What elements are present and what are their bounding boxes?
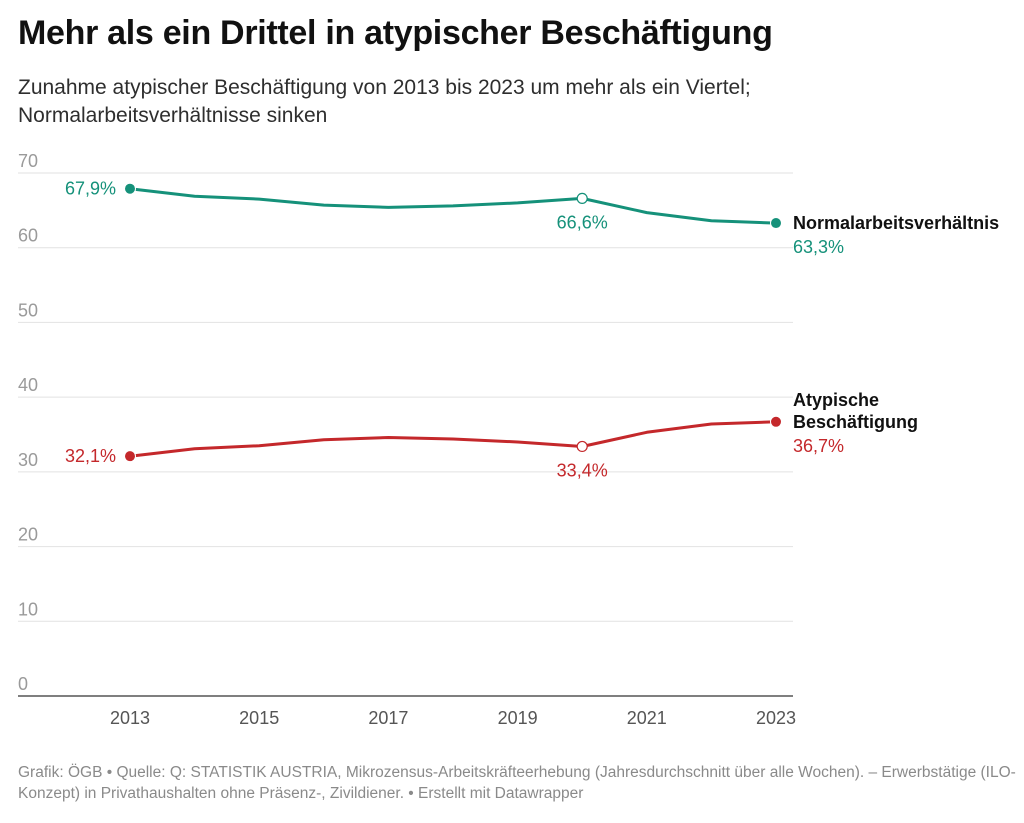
chart-subtitle: Zunahme atypischer Beschäftigung von 201… — [18, 76, 751, 127]
data-point — [576, 192, 588, 205]
x-tick-label: 2017 — [368, 708, 408, 728]
data-label: 66,6% — [557, 212, 608, 232]
series-name-label: Normalarbeitsverhältnis — [793, 213, 999, 233]
series-line-2 — [128, 420, 778, 458]
data-point — [124, 450, 136, 463]
source-notes: Grafik: ÖGB • Quelle: Q: STATISTIK AUSTR… — [18, 764, 1016, 802]
x-tick-label: 2021 — [627, 708, 667, 728]
series-line-1 — [128, 187, 778, 225]
series-name-label: Beschäftigung — [793, 412, 918, 432]
data-label: 33,4% — [557, 460, 608, 480]
y-tick-label: 70 — [18, 151, 38, 171]
x-tick-label: 2015 — [239, 708, 279, 728]
y-tick-label: 50 — [18, 300, 38, 320]
data-label: 32,1% — [65, 446, 116, 466]
y-tick-label: 10 — [18, 599, 38, 619]
data-label: 63,3% — [793, 237, 844, 257]
y-tick-label: 40 — [18, 375, 38, 395]
data-point — [770, 415, 782, 428]
x-tick-label: 2019 — [498, 708, 538, 728]
series-name-label: Atypische — [793, 390, 879, 410]
data-point — [770, 217, 782, 230]
chart-title: Mehr als ein Drittel in atypischer Besch… — [18, 14, 773, 52]
data-point — [124, 182, 136, 195]
x-tick-label: 2013 — [110, 708, 150, 728]
x-tick-label: 2023 — [756, 708, 796, 728]
y-tick-label: 60 — [18, 226, 38, 246]
y-tick-label: 20 — [18, 525, 38, 545]
y-tick-label: 30 — [18, 450, 38, 470]
y-tick-label: 0 — [18, 674, 28, 694]
data-label: 67,9% — [65, 179, 116, 199]
data-point — [576, 440, 588, 453]
data-label: 36,7% — [793, 436, 844, 456]
